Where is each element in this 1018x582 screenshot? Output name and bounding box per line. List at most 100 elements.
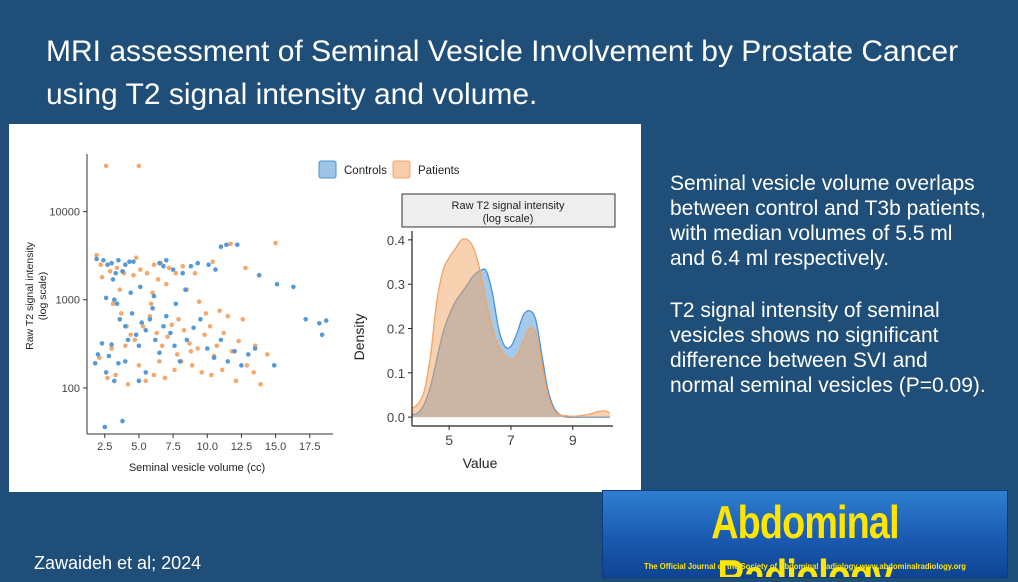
legend-swatch-controls [318, 160, 337, 179]
scatter-point-patients [181, 328, 187, 333]
scatter-point-controls [323, 318, 329, 323]
scatter-point-controls [116, 361, 121, 366]
density-panel-title-line2: (log scale) [483, 213, 534, 225]
scatter-x-tick-label: 5.0 [131, 441, 146, 453]
scatter-point-patients [258, 382, 263, 387]
scatter-point-controls [123, 359, 128, 364]
figure-panel: 2.5 5.0 7.5 10.0 12.5 15.0 17.5 100 1000 10000 Se… [9, 124, 641, 492]
scatter-point-patients [240, 317, 246, 322]
scatter-point-patients [103, 163, 109, 169]
scatter-point-patients [188, 349, 194, 354]
scatter-point-controls [161, 263, 166, 269]
scatter-points [92, 163, 329, 430]
scatter-point-patients [187, 341, 192, 346]
slide-title: MRI assessment of Seminal Vesicle Involv… [46, 35, 959, 111]
scatter-point-controls [195, 260, 200, 266]
scatter-point-controls [218, 244, 224, 249]
scatter-point-controls [206, 262, 211, 267]
citation: Zawaideh et al; 2024 [34, 553, 202, 573]
journal-name: Abdominal Radiology [711, 496, 899, 578]
scatter-point-controls [114, 301, 120, 307]
density-area-patients [412, 238, 610, 418]
scatter-point-controls [191, 325, 196, 331]
scatter-point-controls [161, 324, 166, 329]
scatter-point-controls [128, 290, 133, 296]
scatter-point-controls [147, 317, 153, 322]
scatter-point-patients [151, 372, 157, 378]
density-x-tick-label: 5 [445, 432, 453, 448]
scatter-point-controls [123, 324, 128, 329]
legend-label-patients: Patients [418, 165, 460, 177]
scatter-point-patients [105, 375, 110, 381]
scatter-x-tick-label: 12.5 [231, 441, 252, 453]
scatter-axes [86, 154, 333, 435]
scatter-point-controls [95, 352, 101, 357]
legend-label-controls: Controls [344, 165, 387, 177]
scatter-point-controls [183, 287, 188, 292]
scatter-point-patients [195, 346, 200, 351]
scatter-x-tick-label: 2.5 [97, 441, 112, 453]
scatter-point-patients [192, 270, 198, 276]
scatter-point-patients [123, 343, 128, 349]
scatter-point-patients [244, 363, 250, 368]
density-x-tick-label: 7 [507, 432, 515, 448]
scatter-point-controls [129, 311, 135, 316]
scatter-point-patients [151, 262, 157, 267]
scatter-point-controls [180, 270, 185, 276]
finding-volume: Seminal vesicle volume overlaps between … [670, 172, 986, 270]
scatter-point-patients [217, 308, 222, 314]
scatter-point-controls [101, 258, 106, 263]
scatter-point-controls [125, 337, 131, 343]
scatter-point-patients [125, 382, 131, 387]
scatter-point-patients [94, 252, 99, 258]
density-x-tick-label: 9 [569, 432, 577, 448]
scatter-point-controls [172, 343, 177, 349]
scatter-point-controls [157, 350, 162, 356]
scatter-point-controls [157, 260, 162, 266]
density-y-tick-label: 0.0 [387, 410, 405, 425]
findings-text: Seminal vesicle volume overlaps between … [670, 171, 990, 425]
scatter-point-patients [251, 370, 256, 375]
scatter-point-patients [203, 311, 209, 316]
scatter-point-controls [106, 353, 112, 359]
scatter-point-patients [243, 265, 248, 271]
scatter-point-patients [118, 311, 124, 316]
scatter-point-controls [99, 341, 105, 346]
scatter-point-controls [120, 269, 125, 274]
scatter-point-patients [144, 270, 150, 276]
density-y-tick-label: 0.1 [387, 366, 405, 381]
scatter-point-patients [140, 324, 146, 329]
scatter-point-patients [107, 269, 113, 274]
scatter-point-controls [173, 301, 179, 307]
scatter-point-controls [205, 346, 210, 351]
scatter-point-patients [131, 272, 136, 278]
scatter-point-controls [239, 363, 244, 368]
scatter-point-controls [153, 337, 158, 343]
scatter-point-controls [143, 328, 149, 333]
scatter-point-patients [196, 299, 202, 304]
scatter-point-controls [138, 284, 143, 290]
scatter-point-patients [154, 330, 159, 336]
scatter-point-patients [172, 367, 177, 373]
scatter-point-patients [110, 301, 116, 307]
scatter-point-controls [170, 267, 176, 272]
scatter-point-patients [207, 324, 213, 329]
scatter-y-tick-label: 1000 [56, 295, 80, 307]
scatter-point-patients [202, 332, 207, 338]
scatter-point-patients [173, 270, 179, 276]
scatter-point-patients [169, 322, 174, 328]
scatter-point-patients [159, 343, 165, 349]
density-line-patients [411, 238, 611, 417]
scatter-point-controls [116, 258, 121, 263]
scatter-point-controls [252, 346, 258, 351]
scatter-point-patients [265, 352, 270, 357]
scatter-point-controls [188, 263, 194, 269]
scatter-point-controls [139, 320, 144, 325]
scatter-point-controls [117, 317, 123, 322]
scatter-point-patients [189, 363, 195, 368]
scatter-x-tick-label: 7.5 [165, 441, 180, 453]
scatter-point-controls [164, 258, 169, 263]
scatter-point-patients [233, 378, 239, 384]
scatter-point-controls [151, 293, 157, 299]
density-y-tick-label: 0.3 [387, 277, 405, 292]
